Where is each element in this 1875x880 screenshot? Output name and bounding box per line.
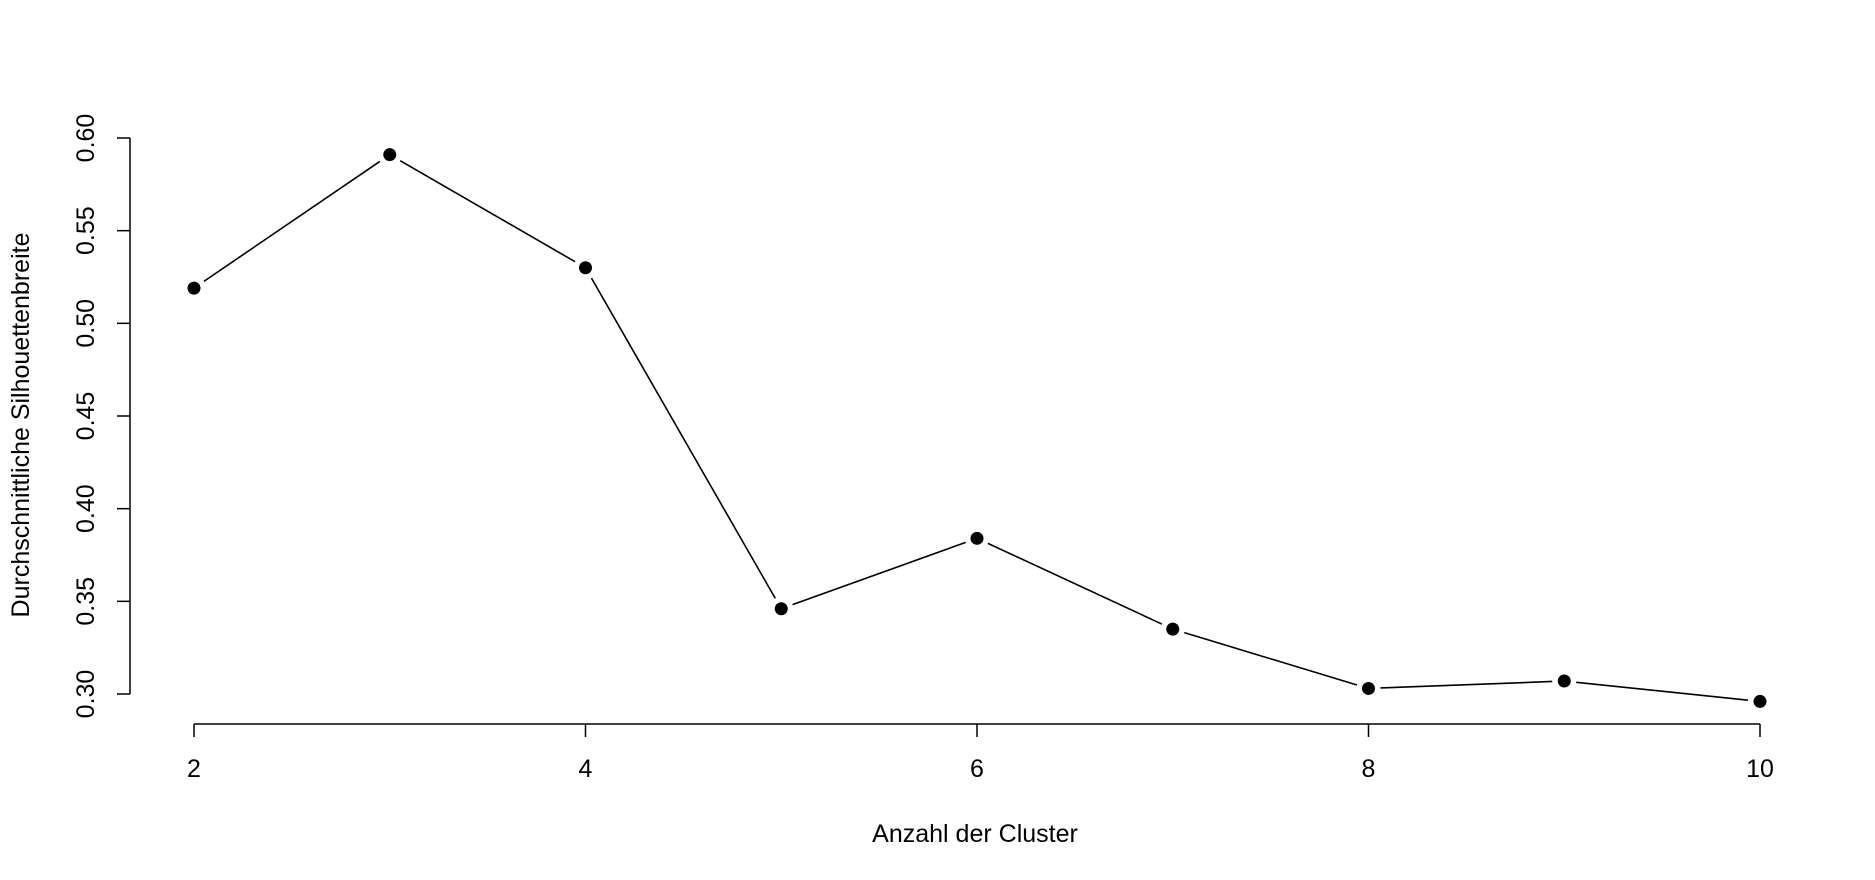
x-axis-title: Anzahl der Cluster <box>872 820 1078 848</box>
data-point <box>1753 694 1767 708</box>
series-line-segment <box>399 159 576 263</box>
data-point <box>579 261 592 275</box>
y-tick-label: 0.55 <box>72 206 100 255</box>
x-tick-label: 2 <box>187 755 201 783</box>
data-point <box>1557 674 1571 688</box>
series-line-segment <box>1380 680 1553 689</box>
x-tick-label: 6 <box>970 755 984 783</box>
data-point <box>774 602 788 616</box>
data-point <box>970 531 984 545</box>
data-point <box>383 148 397 162</box>
data-point <box>187 281 201 295</box>
y-axis: 0.30 0.35 0.40 0.45 0.50 0.55 0.60 <box>72 114 131 719</box>
y-tick-label: 0.45 <box>72 392 100 441</box>
data-point <box>1166 622 1180 636</box>
y-tick-label: 0.50 <box>72 299 100 348</box>
series-line-segment <box>792 541 966 606</box>
x-axis: 2 4 6 8 10 <box>187 723 1774 783</box>
y-tick-label: 0.30 <box>72 670 100 719</box>
data-series <box>187 148 1767 708</box>
series-line-segment <box>203 160 381 283</box>
series-line-segment <box>590 277 776 599</box>
series-line-segment <box>1576 681 1749 701</box>
y-axis-title: Durchschnittliche Silhouettenbreite <box>7 233 35 618</box>
series-line-segment <box>987 542 1163 625</box>
x-tick-label: 4 <box>579 755 593 783</box>
y-tick-label: 0.40 <box>72 484 100 533</box>
y-tick-label: 0.35 <box>72 577 100 626</box>
x-tick-label: 10 <box>1746 755 1774 783</box>
x-tick-label: 8 <box>1362 755 1376 783</box>
series-line-segment <box>1184 631 1358 686</box>
y-tick-label: 0.60 <box>72 114 100 163</box>
data-point <box>1362 681 1375 695</box>
